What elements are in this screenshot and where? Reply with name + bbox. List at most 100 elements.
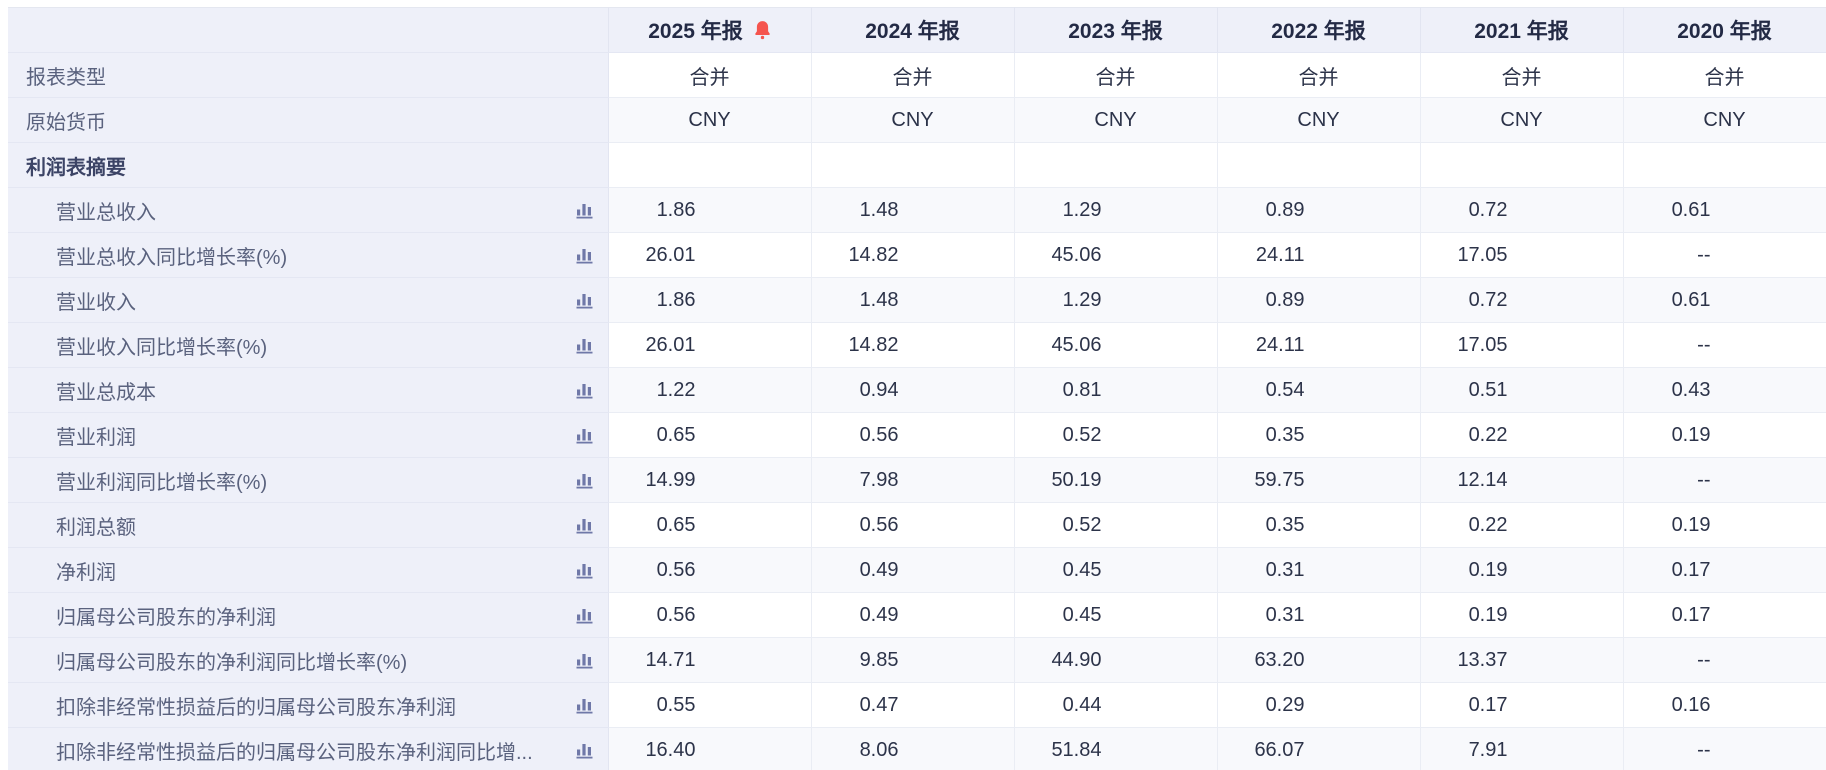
- table-row: 营业总成本 1.22 0.94 0.81 0.54 0.51 0.43: [8, 367, 1826, 413]
- row-label-cell: 净利润: [8, 547, 609, 593]
- row-label-cell: 扣除非经常性损益后的归属母公司股东净利润同比增...: [8, 727, 609, 770]
- metric-value-cell: 0.65: [608, 412, 812, 458]
- metric-value-cell: 63.20: [1217, 637, 1421, 683]
- metric-value-cell: 13.37: [1420, 637, 1624, 683]
- column-header-2020: 2020 年报: [1623, 7, 1826, 53]
- metric-value-cell: --: [1623, 322, 1826, 368]
- metric-value-cell: 0.72: [1420, 277, 1624, 323]
- metric-value-cell: 44.90: [1014, 637, 1218, 683]
- metric-value-cell: 0.43: [1623, 367, 1826, 413]
- bar-chart-icon[interactable]: [576, 292, 593, 309]
- table-row: 报表类型 合并 合并 合并 合并 合并 合并: [8, 52, 1826, 98]
- metric-value-cell: 0.61: [1623, 277, 1826, 323]
- column-header-label: 2022 年报: [1271, 20, 1366, 43]
- metric-value-cell: 0.72: [1420, 187, 1624, 233]
- meta-value-cell: CNY: [1217, 97, 1421, 143]
- row-label-cell: 报表类型: [8, 52, 609, 98]
- metric-value-cell: 24.11: [1217, 322, 1421, 368]
- metric-value-cell: 1.48: [811, 187, 1015, 233]
- metric-value-cell: 0.16: [1623, 682, 1826, 728]
- bar-chart-icon[interactable]: [576, 697, 593, 714]
- bar-chart-icon[interactable]: [576, 202, 593, 219]
- bar-chart-icon[interactable]: [576, 337, 593, 354]
- meta-value-cell: 合并: [811, 52, 1015, 98]
- table-row: 营业总收入 1.86 1.48 1.29 0.89 0.72 0.61: [8, 187, 1826, 233]
- bar-chart-icon[interactable]: [576, 427, 593, 444]
- table-header-row: 2025 年报 2024 年报 2023 年报: [8, 7, 1826, 53]
- metric-value-cell: 0.89: [1217, 277, 1421, 323]
- bar-chart-icon[interactable]: [576, 472, 593, 489]
- metric-value-cell: 59.75: [1217, 457, 1421, 503]
- metric-value-cell: 66.07: [1217, 727, 1421, 770]
- row-label: 扣除非经常性损益后的归属母公司股东净利润: [56, 696, 456, 719]
- metric-value-cell: 7.98: [811, 457, 1015, 503]
- column-header-label: 2024 年报: [865, 20, 960, 43]
- meta-value-cell: 合并: [1014, 52, 1218, 98]
- bar-chart-icon[interactable]: [576, 517, 593, 534]
- metric-value-cell: [1014, 142, 1218, 188]
- row-label-cell: 利润总额: [8, 502, 609, 548]
- row-label: 营业利润同比增长率(%): [56, 471, 268, 494]
- row-label: 营业收入同比增长率(%): [56, 336, 268, 359]
- metric-value-cell: --: [1623, 232, 1826, 278]
- metric-value-cell: 14.82: [811, 232, 1015, 278]
- row-label-cell: 营业总收入: [8, 187, 609, 233]
- table-row: 扣除非经常性损益后的归属母公司股东净利润同比增... 16.40 8.06 51.84…: [8, 727, 1826, 770]
- table-row: 归属母公司股东的净利润同比增长率(%) 14.71 9.85 44.90 63.20 13…: [8, 637, 1826, 683]
- table-row: 营业收入同比增长率(%) 26.01 14.82 45.06 24.11 17.05 --: [8, 322, 1826, 368]
- table-row: 扣除非经常性损益后的归属母公司股东净利润 0.55 0.47 0.44 0.29 0.17…: [8, 682, 1826, 728]
- metric-value-cell: 0.81: [1014, 367, 1218, 413]
- metric-value-cell: 0.94: [811, 367, 1015, 413]
- metric-value-cell: 0.19: [1420, 592, 1624, 638]
- row-label-cell: 营业利润同比增长率(%): [8, 457, 609, 503]
- row-label-cell: 利润表摘要: [8, 142, 609, 188]
- financial-report-table: 2025 年报 2024 年报 2023 年报: [8, 7, 1826, 770]
- metric-value-cell: 0.49: [811, 547, 1015, 593]
- metric-value-cell: 0.19: [1623, 412, 1826, 458]
- metric-value-cell: 1.29: [1014, 277, 1218, 323]
- column-header-label: 2021 年报: [1474, 20, 1569, 43]
- meta-value-cell: 合并: [1623, 52, 1826, 98]
- metric-value-cell: 0.19: [1623, 502, 1826, 548]
- row-label: 报表类型: [26, 66, 106, 89]
- metric-value-cell: 17.05: [1420, 322, 1624, 368]
- metric-value-cell: 0.17: [1623, 547, 1826, 593]
- metric-value-cell: 0.17: [1623, 592, 1826, 638]
- metric-value-cell: --: [1623, 457, 1826, 503]
- metric-value-cell: 50.19: [1014, 457, 1218, 503]
- row-label-cell: 归属母公司股东的净利润同比增长率(%): [8, 637, 609, 683]
- bar-chart-icon[interactable]: [576, 247, 593, 264]
- bell-icon[interactable]: [754, 20, 771, 40]
- metric-value-cell: 1.29: [1014, 187, 1218, 233]
- metric-value-cell: 14.99: [608, 457, 812, 503]
- table-row: 利润总额 0.65 0.56 0.52 0.35 0.22 0.19: [8, 502, 1826, 548]
- metric-value-cell: 0.61: [1623, 187, 1826, 233]
- bar-chart-icon[interactable]: [576, 382, 593, 399]
- row-label: 归属母公司股东的净利润同比增长率(%): [56, 651, 408, 674]
- meta-value-cell: CNY: [811, 97, 1015, 143]
- meta-value-cell: CNY: [608, 97, 812, 143]
- bar-chart-icon[interactable]: [576, 652, 593, 669]
- row-label: 营业总收入同比增长率(%): [56, 246, 288, 269]
- metric-value-cell: 0.55: [608, 682, 812, 728]
- meta-value-cell: 合并: [608, 52, 812, 98]
- metric-value-cell: 16.40: [608, 727, 812, 770]
- row-label: 营业利润: [56, 426, 136, 449]
- column-header-2022: 2022 年报: [1217, 7, 1421, 53]
- bar-chart-icon[interactable]: [576, 607, 593, 624]
- row-label: 营业总收入: [56, 201, 156, 224]
- metric-value-cell: 0.65: [608, 502, 812, 548]
- metric-value-cell: 0.45: [1014, 592, 1218, 638]
- metric-value-cell: 45.06: [1014, 322, 1218, 368]
- bar-chart-icon[interactable]: [576, 562, 593, 579]
- row-label-cell: 营业总成本: [8, 367, 609, 413]
- row-label: 利润表摘要: [26, 156, 126, 179]
- metric-value-cell: 26.01: [608, 232, 812, 278]
- row-label: 归属母公司股东的净利润: [56, 606, 276, 629]
- metric-value-cell: --: [1623, 637, 1826, 683]
- metric-value-cell: 0.49: [811, 592, 1015, 638]
- metric-value-cell: 0.31: [1217, 592, 1421, 638]
- bar-chart-icon[interactable]: [576, 742, 593, 759]
- metric-value-cell: [1217, 142, 1421, 188]
- row-label: 营业总成本: [56, 381, 156, 404]
